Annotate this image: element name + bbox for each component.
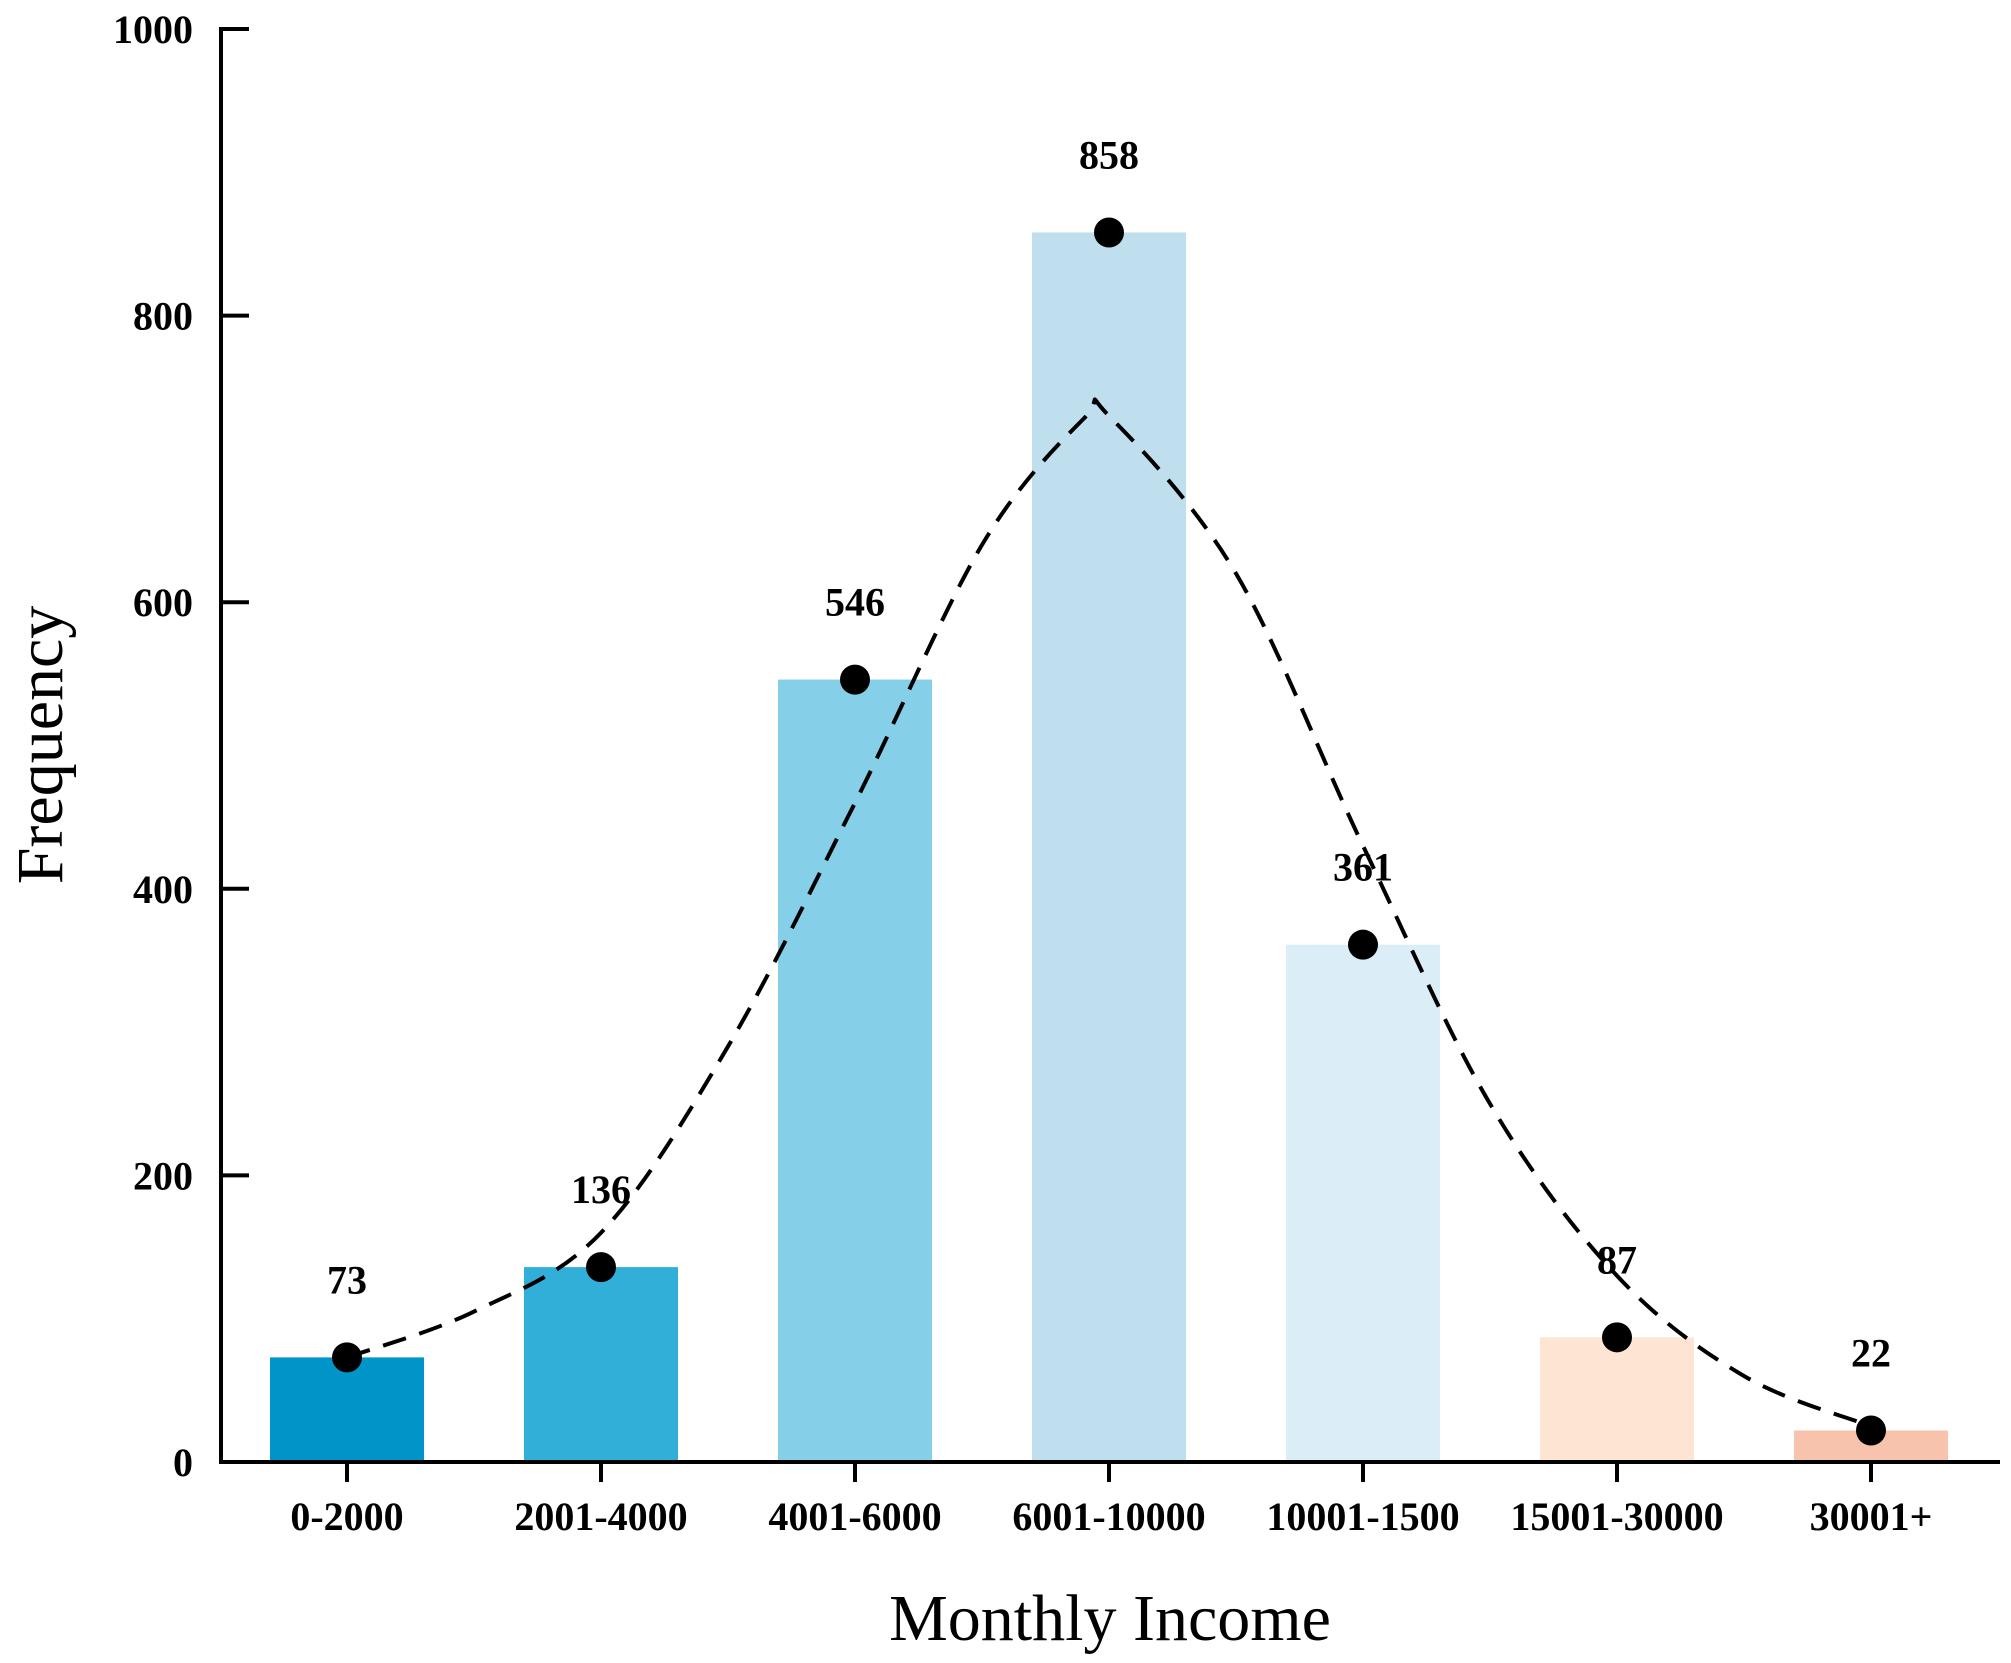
marker-10001-1500 [1348, 929, 1378, 960]
marker-30001+ [1856, 1415, 1886, 1446]
value-label-4001-6000: 546 [825, 580, 885, 625]
y-tick-label-200: 200 [133, 1153, 193, 1198]
x-tick-label-2001-4000: 2001-4000 [514, 1494, 687, 1539]
bar-0-2000 [270, 1357, 424, 1462]
x-axis-title: Monthly Income [889, 1582, 1331, 1655]
bar-2001-4000 [524, 1267, 678, 1462]
x-tick-label-4001-6000: 4001-6000 [768, 1494, 941, 1539]
x-tick-label-6001-10000: 6001-10000 [1012, 1494, 1205, 1539]
x-tick-label-30001+: 30001+ [1810, 1494, 1933, 1539]
value-label-0-2000: 73 [327, 1257, 367, 1302]
bar-6001-10000 [1032, 232, 1186, 1463]
bar-4001-6000 [778, 679, 932, 1462]
marker-6001-10000 [1094, 217, 1124, 248]
x-tick-label-10001-1500: 10001-1500 [1266, 1494, 1459, 1539]
value-label-30001+: 22 [1851, 1330, 1891, 1375]
marker-2001-4000 [586, 1252, 616, 1283]
y-tick-label-0: 0 [173, 1440, 193, 1485]
y-tick-label-800: 800 [133, 294, 193, 339]
marker-4001-6000 [840, 664, 870, 695]
value-label-10001-1500: 361 [1333, 845, 1393, 890]
x-tick-label-15001-30000: 15001-30000 [1510, 1494, 1723, 1539]
value-label-15001-30000: 87 [1597, 1237, 1637, 1282]
bar-10001-1500 [1286, 944, 1440, 1462]
bar-15001-30000 [1540, 1337, 1694, 1462]
y-axis-title: Frequency [4, 606, 77, 885]
y-tick-label-1000: 1000 [113, 7, 193, 52]
y-tick-label-600: 600 [133, 580, 193, 625]
marker-15001-30000 [1602, 1322, 1632, 1353]
fitted-curve [346, 397, 1872, 1429]
marker-0-2000 [332, 1342, 362, 1373]
value-label-6001-10000: 858 [1079, 132, 1139, 177]
y-tick-label-400: 400 [133, 867, 193, 912]
value-label-2001-4000: 136 [571, 1167, 631, 1212]
x-tick-label-0-2000: 0-2000 [290, 1494, 403, 1539]
